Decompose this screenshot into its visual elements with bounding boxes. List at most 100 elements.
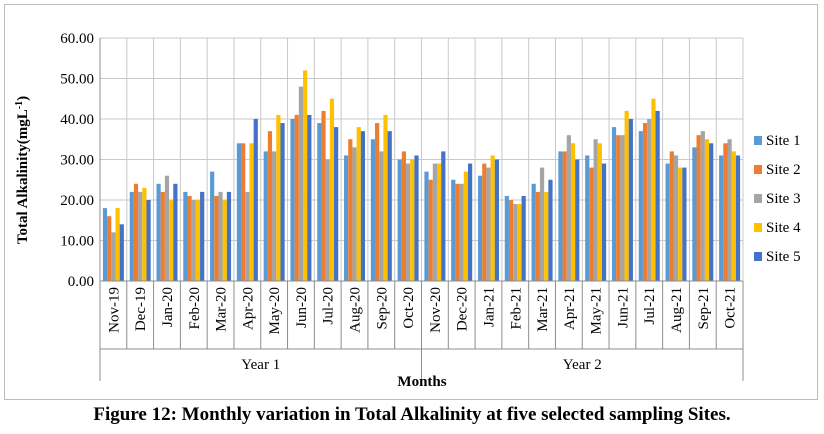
bar	[195, 200, 201, 281]
x-tick-label: Apr-21	[562, 287, 578, 330]
y-axis-title: Total Alkalinity(mgL-1)	[14, 96, 32, 244]
x-tick-label: Jun-20	[294, 287, 310, 328]
bar	[655, 110, 660, 282]
x-tick-label: Mar-21	[535, 287, 551, 332]
x-axis-title: Months	[397, 374, 446, 390]
x-tick-label: Jan-21	[481, 287, 497, 327]
bar	[102, 208, 108, 281]
legend-item: Site 5	[754, 249, 801, 265]
bar	[678, 167, 683, 281]
legend-label: Site 2	[766, 162, 801, 178]
legend-swatch	[754, 223, 762, 232]
x-tick-label: Oct-21	[723, 287, 739, 329]
bar	[129, 191, 134, 281]
bar	[539, 167, 545, 281]
legend-swatch	[754, 165, 762, 174]
bar	[375, 123, 380, 281]
bar	[356, 127, 361, 281]
bar	[624, 110, 629, 282]
bar	[437, 163, 442, 281]
x-tick-label: Oct-20	[401, 287, 417, 329]
bar	[370, 139, 376, 281]
y-tick-labels: 0.00 10.00 20.00 30.00 40.00 50.00 60.00	[60, 31, 94, 290]
legend-swatch	[754, 194, 762, 203]
bar	[700, 131, 705, 281]
x-tick-label: May-20	[267, 287, 283, 335]
bar	[146, 200, 151, 281]
bar	[133, 183, 139, 281]
bar	[236, 143, 242, 281]
bar	[183, 191, 188, 281]
bar	[424, 171, 429, 281]
bar	[665, 163, 670, 281]
bar	[160, 191, 165, 281]
bar	[397, 159, 402, 281]
bar	[490, 155, 495, 281]
y-tick-label: 20.00	[60, 193, 94, 209]
x-tick-label: Dec-19	[133, 287, 149, 331]
bar	[727, 139, 732, 281]
bar	[504, 195, 509, 281]
bar	[329, 98, 335, 281]
bar	[517, 204, 522, 281]
y-tick-label: 40.00	[60, 112, 94, 128]
x-tick-label: Sep-20	[374, 287, 390, 330]
bar	[593, 139, 598, 281]
bar	[226, 191, 232, 281]
bar	[463, 171, 468, 281]
bar	[280, 123, 285, 281]
legend-swatch	[754, 252, 762, 261]
bar	[321, 110, 326, 282]
bar	[620, 135, 625, 281]
bar	[704, 139, 710, 281]
bar	[138, 191, 143, 281]
bar	[191, 200, 196, 281]
legend-swatch	[754, 136, 762, 145]
bar	[360, 131, 366, 281]
bar	[379, 151, 384, 281]
bar	[317, 123, 322, 281]
bar	[241, 143, 246, 281]
bar	[494, 159, 499, 281]
grid-lines	[99, 37, 744, 281]
bar	[334, 127, 339, 281]
y-tick-label: 10.00	[60, 234, 94, 250]
bar	[352, 147, 357, 281]
bar	[214, 195, 219, 281]
bar	[531, 183, 536, 281]
bar	[142, 187, 147, 281]
series-site-2	[107, 110, 728, 282]
bar	[253, 119, 258, 281]
bar	[267, 131, 273, 281]
x-tick-label: Jan-20	[160, 287, 176, 327]
figure-caption: Figure 12: Monthly variation in Total Al…	[93, 404, 731, 425]
x-tick-label: May-21	[589, 287, 605, 335]
bar	[535, 191, 540, 281]
bar	[115, 208, 120, 281]
bar	[673, 155, 679, 281]
bar	[616, 135, 621, 281]
series-site-1	[102, 119, 724, 281]
x-tick-label: Jul-21	[642, 287, 658, 325]
bar	[107, 216, 112, 281]
bar	[566, 135, 571, 281]
bar	[249, 143, 254, 281]
series-site-4	[115, 70, 736, 282]
bar	[401, 151, 406, 281]
x-tick-labels: Nov-19 Dec-19 Jan-20 Feb-20 Mar-20 Apr-20 May-…	[106, 287, 738, 335]
bar	[682, 167, 687, 281]
bar	[200, 191, 205, 281]
bar	[642, 123, 648, 281]
bar	[611, 127, 617, 281]
bar	[638, 131, 643, 281]
bar	[544, 191, 549, 281]
legend-label: Site 1	[766, 133, 801, 149]
bar	[294, 114, 299, 281]
x-tick-label: Jun-21	[615, 287, 631, 328]
bar	[719, 155, 724, 281]
x-tick-label: Sep-21	[696, 287, 712, 330]
group-label: Year 2	[563, 357, 602, 373]
bar	[263, 151, 268, 281]
bar	[298, 86, 304, 281]
series-site-3	[111, 86, 732, 281]
